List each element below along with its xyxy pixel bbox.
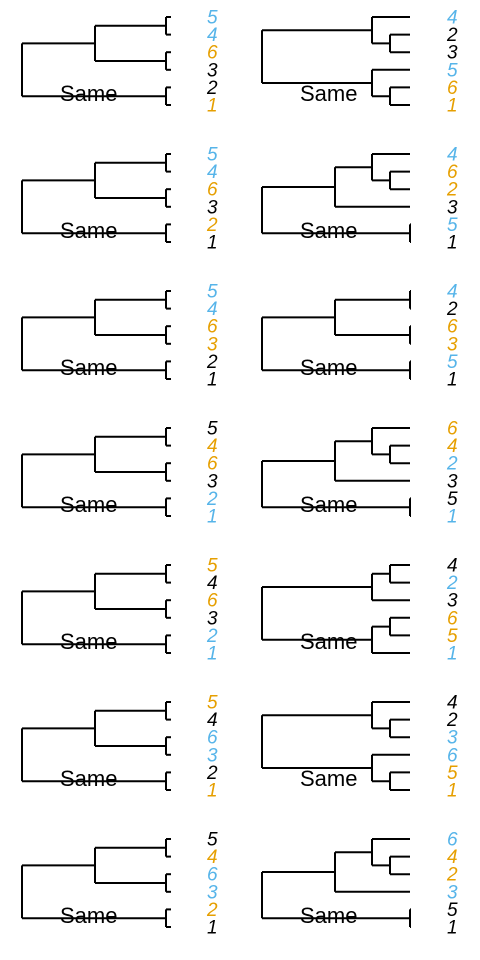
tip-label: 1 [447,96,458,117]
tip-label: 1 [447,781,458,802]
tip-label: 1 [207,96,218,117]
panel-label: Same [60,903,117,928]
tip-label: 1 [207,918,218,939]
panel-label: Same [300,903,357,928]
panel-label: Same [300,218,357,243]
tip-label: 1 [207,507,218,528]
panel-label: Same [60,766,117,791]
tip-label: 1 [447,507,458,528]
tip-label: 1 [447,918,458,939]
tip-label: 1 [447,370,458,391]
panel-label: Same [300,492,357,517]
panel-label: Same [60,218,117,243]
tip-label: 1 [207,644,218,665]
panel-label: Same [60,492,117,517]
tip-label: 1 [207,233,218,254]
panel-label: Same [300,766,357,791]
tip-label: 1 [447,233,458,254]
tip-label: 1 [207,781,218,802]
tip-label: 1 [207,370,218,391]
panel-label: Same [300,355,357,380]
panel-label: Same [300,81,357,106]
panel-label: Same [60,355,117,380]
tip-label: 1 [447,644,458,665]
panel-label: Same [300,629,357,654]
panel-label: Same [60,81,117,106]
panel-label: Same [60,629,117,654]
